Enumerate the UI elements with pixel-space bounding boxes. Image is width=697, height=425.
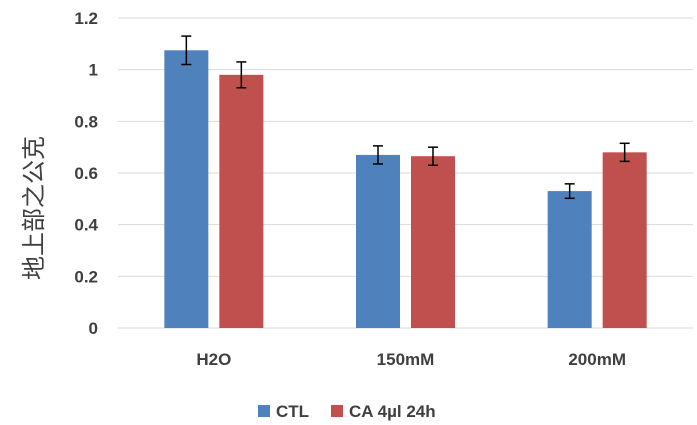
bar-ctl-h2o	[164, 50, 209, 329]
bar-ctl-200mm	[547, 191, 592, 328]
y-tick-label: 0.2	[74, 267, 98, 286]
y-axis-ticks: 0 0.2 0.4 0.6 0.8 1 1.2	[74, 9, 98, 338]
x-axis-ticks: H2O 150mM 200mM	[196, 350, 626, 369]
bar-ca-4-l-24h-150mm	[411, 156, 455, 328]
gridlines	[118, 17, 693, 329]
x-tick-label: 150mM	[377, 350, 435, 369]
y-tick-label: 0.6	[74, 164, 98, 183]
bar-ctl-150mm	[356, 154, 400, 328]
bar-ca-4-l-24h-h2o	[219, 74, 264, 328]
x-tick-label: 200mM	[568, 350, 626, 369]
bars	[164, 50, 647, 329]
legend: CTL CA 4µl 24h	[258, 402, 436, 421]
legend-label: CA 4µl 24h	[349, 402, 436, 421]
y-axis-label: 地上部之公克	[20, 136, 48, 280]
x-tick-label: H2O	[196, 350, 231, 369]
y-tick-label: 0	[89, 319, 98, 338]
legend-label: CTL	[276, 402, 309, 421]
bar-ca-4-l-24h-200mm	[602, 152, 647, 328]
y-tick-label: 1	[89, 61, 98, 80]
y-tick-label: 0.8	[74, 112, 98, 131]
legend-swatch	[258, 405, 270, 417]
legend-swatch	[331, 405, 343, 417]
y-tick-label: 0.4	[74, 216, 98, 235]
error-bars	[181, 35, 630, 200]
y-tick-label: 1.2	[74, 9, 98, 28]
